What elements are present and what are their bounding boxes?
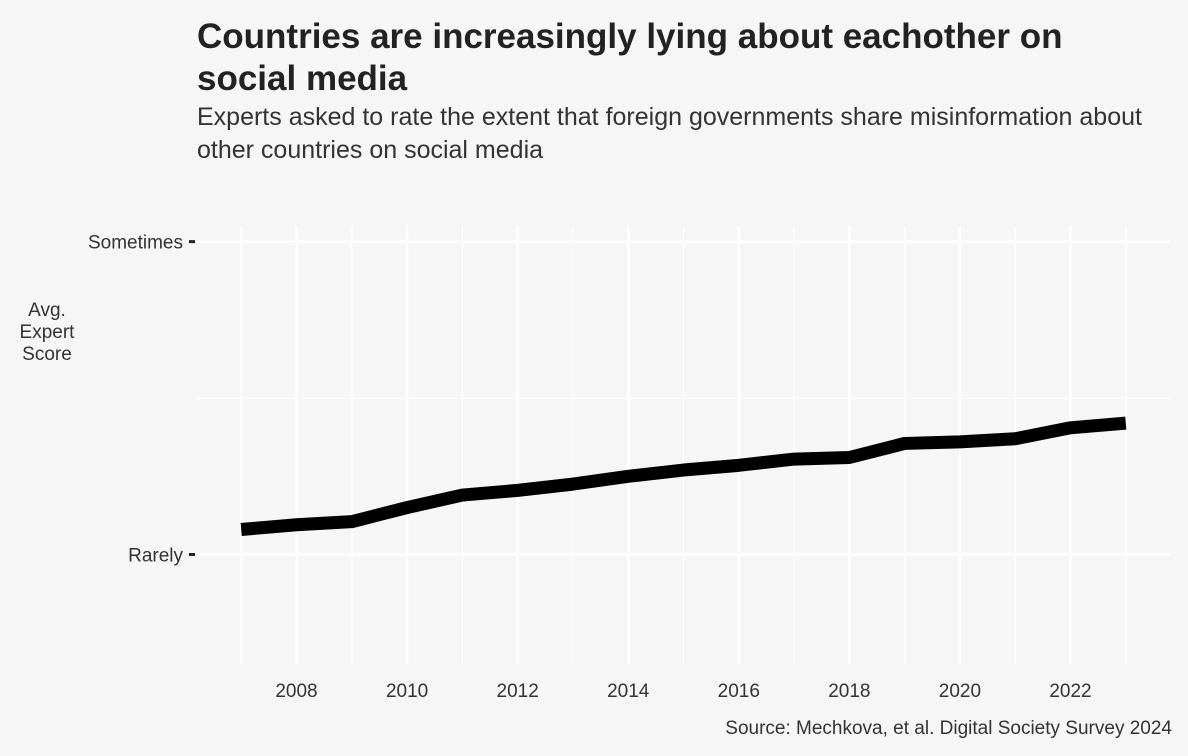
source-note: Source: Mechkova, et al. Digital Society… [725, 718, 1172, 739]
vertical-gridlines [240, 226, 1127, 664]
y-tick-labels: Sometimes Rarely [88, 233, 184, 567]
x-tick-label: 2016 [718, 681, 760, 702]
x-tick-label: 2018 [828, 681, 870, 702]
x-tick-label: 2010 [386, 681, 428, 702]
x-tick-label: 2008 [275, 681, 317, 702]
series-lines [240, 416, 1127, 536]
x-tick-label: 2014 [607, 681, 650, 702]
chart-subtitle: Experts asked to rate the extent that fo… [197, 103, 1142, 164]
y-axis-label-line: Avg. [28, 300, 66, 321]
horizontal-gridlines [197, 240, 1170, 556]
y-tick-marks [189, 240, 195, 556]
y-axis-label-line: Score [22, 344, 72, 365]
series-line-0 [240, 416, 1127, 536]
y-tick-label: Rarely [128, 546, 183, 567]
x-tick-label: 2020 [939, 681, 981, 702]
y-axis-label: Avg. Expert Score [20, 300, 76, 365]
y-axis-label-line: Expert [20, 322, 76, 343]
x-tick-label: 2022 [1049, 681, 1091, 702]
chart-title: Countries are increasingly lying about e… [197, 17, 1063, 98]
x-tick-label: 2012 [497, 681, 539, 702]
x-tick-labels: 2008 2010 2012 2014 2016 2018 2020 2022 [275, 681, 1091, 702]
y-axis-title: Avg. Expert Score [20, 300, 76, 365]
y-tick-label: Sometimes [88, 233, 183, 254]
